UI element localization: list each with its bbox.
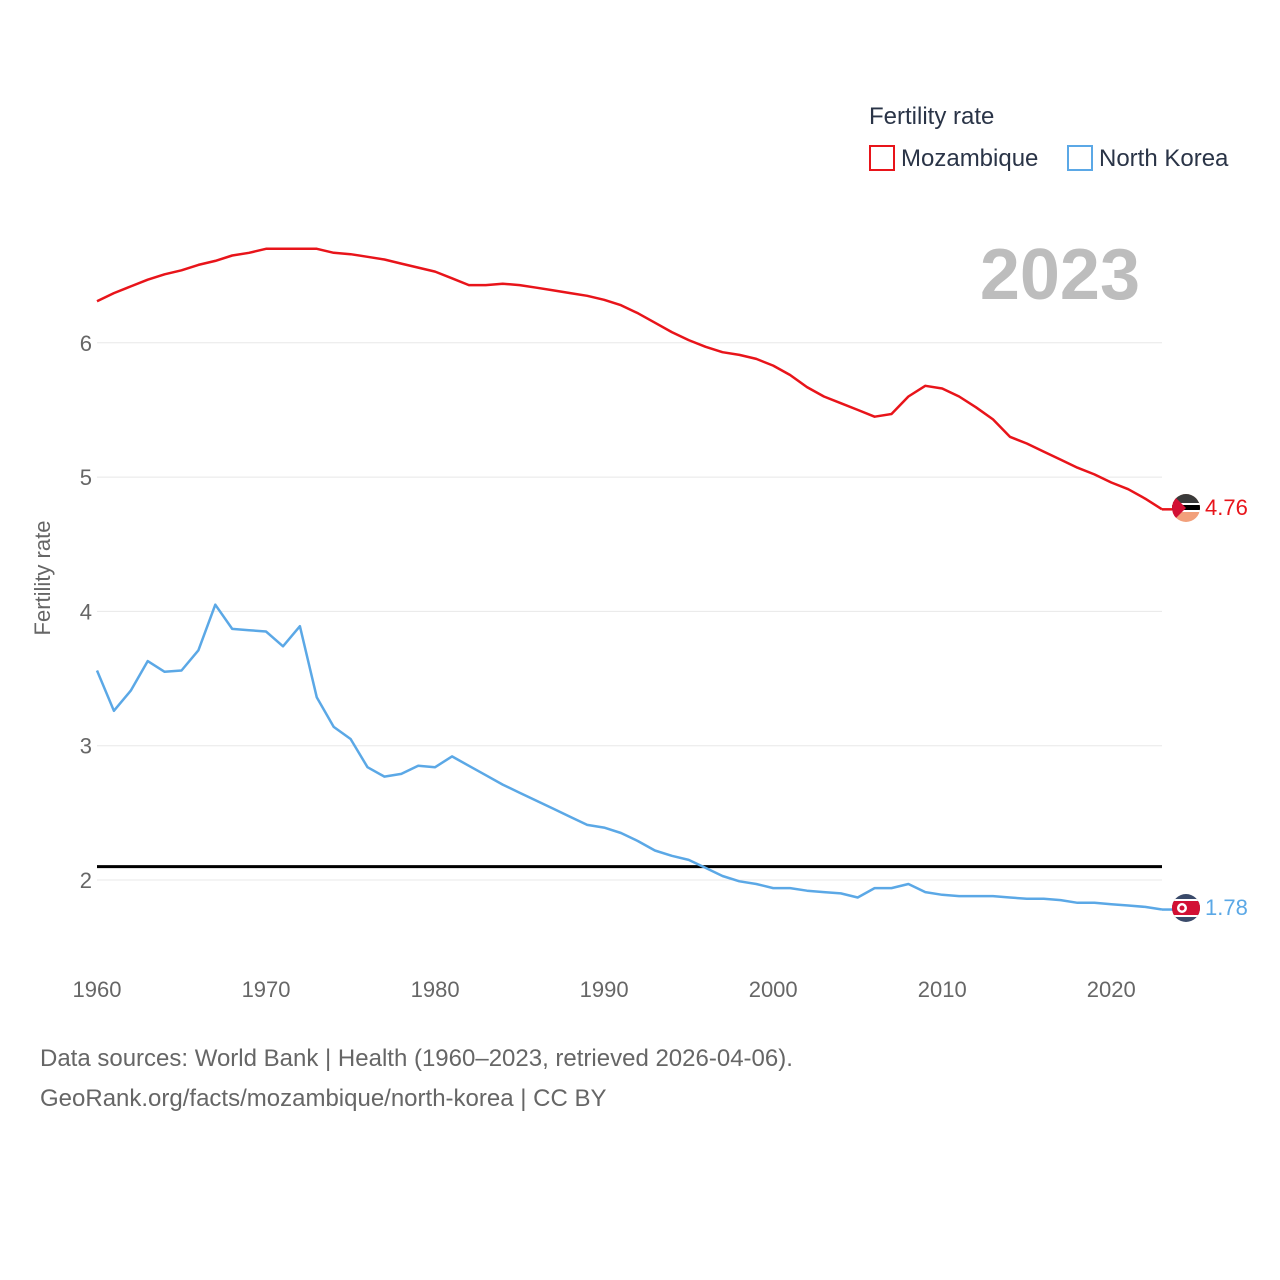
y-tick-label: 3 — [80, 734, 92, 759]
end-value-mozambique: 4.76 — [1205, 495, 1248, 520]
legend-label-mozambique: Mozambique — [901, 145, 1038, 172]
x-tick-label: 1960 — [73, 977, 122, 1002]
x-tick-label: 2000 — [749, 977, 798, 1002]
year-label: 2023 — [980, 235, 1140, 315]
x-axis-ticks: 1960 1970 1980 1990 2000 2010 2020 — [73, 977, 1136, 1002]
y-tick-label: 6 — [80, 331, 92, 356]
y-tick-label: 4 — [80, 599, 92, 624]
y-axis-ticks: 2 3 4 5 6 — [80, 331, 92, 893]
legend-swatch-north-korea — [1067, 145, 1093, 171]
x-tick-label: 1990 — [580, 977, 629, 1002]
legend-item-mozambique[interactable]: Mozambique — [869, 145, 1038, 172]
y-axis-title: Fertility rate — [30, 521, 55, 636]
series-line-mozambique — [96, 247, 1163, 511]
y-tick-label: 5 — [80, 465, 92, 490]
x-tick-label: 2020 — [1087, 977, 1136, 1002]
mozambique-flag-icon — [1172, 494, 1200, 522]
legend-swatch-mozambique — [869, 145, 895, 171]
fertility-line-chart: 2 3 4 5 6 1960 1970 1980 1990 2000 2010 2020 Ferti… — [30, 103, 1248, 1002]
series-line-north-korea — [95, 603, 1163, 911]
legend: Fertility rate Mozambique North Korea — [869, 103, 1229, 172]
footer-sources: Data sources: World Bank | Health (1960–… — [40, 1045, 793, 1072]
end-value-north-korea: 1.78 — [1205, 895, 1248, 920]
north-korea-flag-icon — [1172, 894, 1200, 922]
x-tick-label: 2010 — [918, 977, 967, 1002]
legend-title: Fertility rate — [869, 103, 994, 130]
x-tick-label: 1970 — [242, 977, 291, 1002]
x-tick-label: 1980 — [411, 977, 460, 1002]
y-tick-label: 2 — [80, 868, 92, 893]
gridlines — [97, 342, 1162, 881]
series-lines — [95, 247, 1174, 911]
footer-link[interactable]: GeoRank.org/facts/mozambique/north-korea… — [40, 1085, 607, 1112]
legend-label-north-korea: North Korea — [1099, 145, 1229, 172]
legend-item-north-korea[interactable]: North Korea — [1067, 145, 1229, 172]
